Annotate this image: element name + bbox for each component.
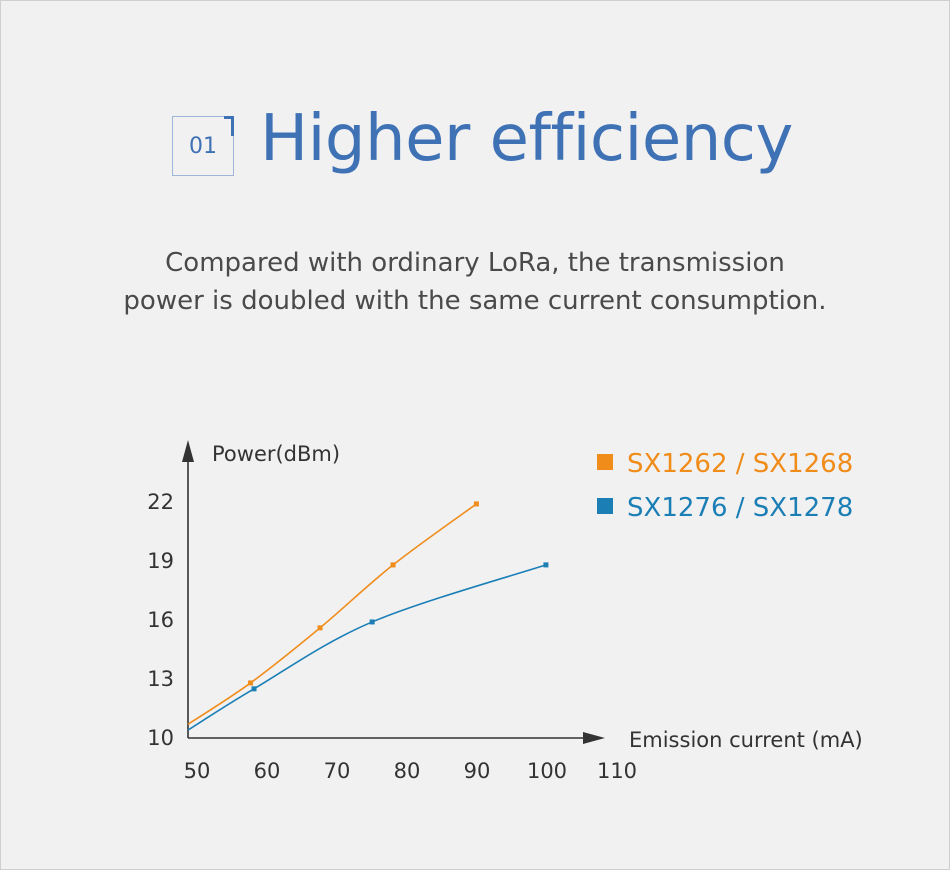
data-point [369,619,375,625]
description-line-2: power is doubled with the same current c… [123,286,827,316]
data-point [473,501,479,507]
legend-label: SX1262 / SX1268 [627,449,853,479]
y-tick-label: 22 [147,490,174,514]
data-point [248,680,254,686]
section-number-badge: 01 [172,116,234,176]
x-tick-label: 60 [254,759,281,783]
y-tick-label: 13 [147,667,174,691]
y-axis-label: Power(dBm) [212,442,340,466]
x-tick-label: 100 [527,759,567,783]
chart-ticks: 50 60 70 80 90 100 110 10 13 16 19 22 [147,490,637,783]
description: Compared with ordinary LoRa, the transmi… [0,244,950,320]
x-tick-label: 50 [184,759,211,783]
data-point [390,562,396,568]
chart-legend: SX1262 / SX1268 SX1276 / SX1278 [597,449,853,523]
chart-axes: Power(dBm) Emission current (mA) [182,440,863,752]
data-point [543,562,549,568]
series-line [187,503,477,725]
data-point [317,625,323,631]
x-axis-arrow [583,732,605,744]
chart-series [187,501,549,731]
x-tick-label: 90 [464,759,491,783]
data-point [251,686,257,692]
y-axis-arrow [182,440,194,462]
x-tick-label: 70 [324,759,351,783]
description-line-1: Compared with ordinary LoRa, the transmi… [165,248,785,278]
series-line [187,564,547,731]
legend-swatch [597,498,613,514]
legend-label: SX1276 / SX1278 [627,493,853,523]
x-tick-label: 110 [597,759,637,783]
legend-swatch [597,454,613,470]
y-tick-label: 19 [147,549,174,573]
x-axis-label: Emission current (mA) [629,728,863,752]
x-tick-label: 80 [394,759,421,783]
page-title: Higher efficiency [260,102,793,176]
y-tick-label: 10 [147,726,174,750]
y-tick-label: 16 [147,608,174,632]
